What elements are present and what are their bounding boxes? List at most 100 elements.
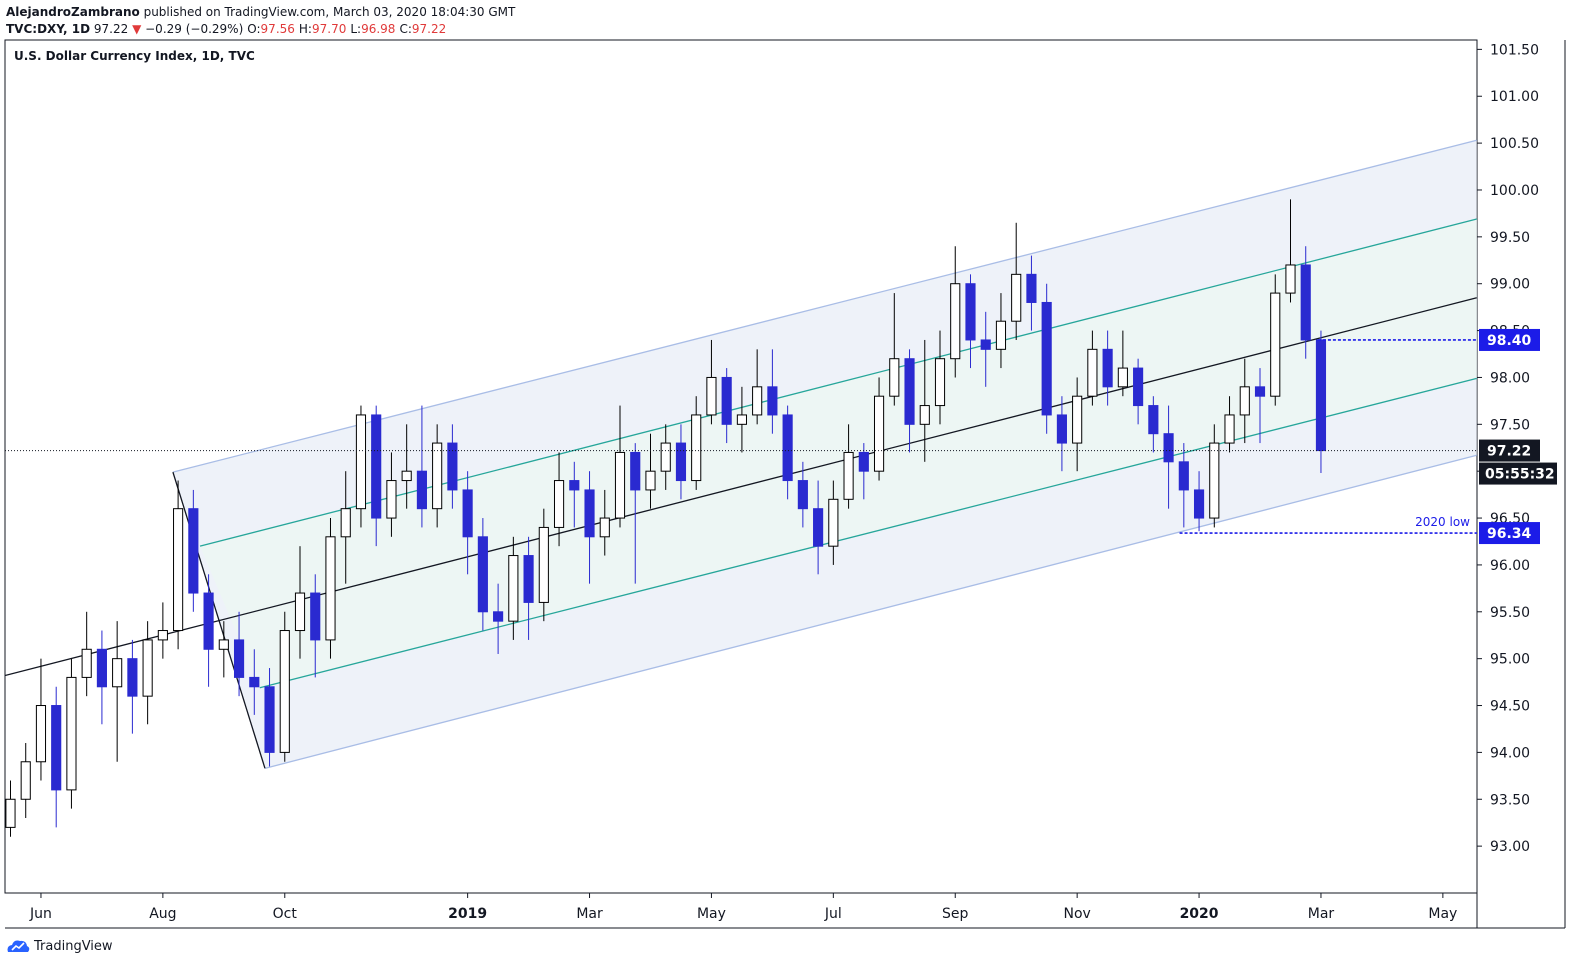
candle-body xyxy=(1087,348,1098,397)
x-tick-label: 2020 xyxy=(1180,906,1219,922)
ohlc-value: 97.22 xyxy=(411,22,447,36)
ohlc: O:97.56 H:97.70 L:96.98 C:97.22 xyxy=(243,22,446,36)
candle-body xyxy=(35,705,47,763)
y-tick-label: 99.50 xyxy=(1490,230,1530,246)
last-price-box xyxy=(1479,439,1540,462)
candle-body xyxy=(630,451,641,491)
candle-body xyxy=(1270,292,1281,397)
level-annotation: 2020 low xyxy=(1415,515,1470,529)
x-tick-label: May xyxy=(1428,906,1457,922)
last: 97.22 xyxy=(93,22,129,36)
ohlc-label: L: xyxy=(350,22,362,36)
header: AlejandroZambrano published on TradingVi… xyxy=(6,4,515,38)
candle-body xyxy=(1102,348,1113,388)
logo xyxy=(7,940,30,952)
level-box xyxy=(1479,522,1540,545)
ohlc-label: O: xyxy=(247,22,261,36)
candle-body xyxy=(767,386,778,416)
trend-line xyxy=(172,471,266,769)
candle-body xyxy=(157,630,168,641)
y-tick-label: 96.00 xyxy=(1490,558,1530,574)
candle-body xyxy=(310,592,321,641)
y-tick-label: 101.50 xyxy=(1490,42,1539,58)
candle-body xyxy=(447,442,458,491)
candle-body xyxy=(249,676,260,688)
candle-body xyxy=(660,442,671,472)
x-tick-label: May xyxy=(697,906,726,922)
candle-body xyxy=(995,320,1007,350)
candle-body xyxy=(1072,395,1083,444)
candle-body xyxy=(538,526,549,603)
trend-line xyxy=(264,454,1477,769)
candle-body xyxy=(1133,367,1144,407)
candle-body xyxy=(355,414,367,510)
ohlc-label: H: xyxy=(298,22,312,36)
ohlc-label: C: xyxy=(399,22,412,36)
candle-body xyxy=(188,508,199,594)
quote-line: TVC:DXY, 1D 97.22 ▼ −0.29 (−0.29%) O:97.5… xyxy=(6,21,515,38)
candle-body xyxy=(752,386,763,416)
symbol: TVC:DXY, 1D xyxy=(6,22,91,36)
candle-body xyxy=(1041,301,1052,416)
candle-body xyxy=(721,376,732,425)
candle-body xyxy=(553,480,565,528)
candle-body xyxy=(493,611,504,622)
candle-body xyxy=(599,517,610,538)
candle-body xyxy=(904,358,915,425)
ohlc-value: 97.56 xyxy=(260,22,295,36)
candle-body xyxy=(691,414,702,482)
x-tick-label: Jul xyxy=(824,906,842,922)
ohlc-value: 96.98 xyxy=(361,22,396,36)
candle-body xyxy=(142,639,153,697)
candle-body xyxy=(873,395,885,472)
candle-body xyxy=(127,658,138,697)
candle-body xyxy=(218,639,229,650)
channel-fill xyxy=(200,219,1477,688)
y-tick-label: 99.00 xyxy=(1490,277,1530,293)
candle-body xyxy=(919,405,930,425)
candle-body xyxy=(1209,442,1220,519)
candle-body xyxy=(1315,339,1327,452)
candle-body xyxy=(462,489,473,538)
x-tick-label: Oct xyxy=(273,906,298,922)
x-tick-label: Jun xyxy=(29,906,52,922)
candle-body xyxy=(386,480,397,519)
author: AlejandroZambrano xyxy=(6,5,140,19)
candle-body xyxy=(782,414,793,482)
axes: 93.0093.5094.0094.5095.0095.5096.0096.50… xyxy=(29,42,1557,922)
last-price-label: 97.22 xyxy=(1487,444,1531,460)
chart-title: U.S. Dollar Currency Index, 1D, TVC xyxy=(14,49,255,63)
candle-body xyxy=(675,442,687,482)
level-label: 96.34 xyxy=(1487,526,1532,542)
candle-body xyxy=(797,480,808,510)
y-tick-label: 93.00 xyxy=(1490,839,1530,855)
candle-body xyxy=(1163,433,1174,463)
candle-body xyxy=(233,639,245,678)
trend-line xyxy=(172,139,1477,473)
candle-body xyxy=(1011,273,1022,322)
candle-body xyxy=(1239,386,1250,416)
candle-body xyxy=(81,648,92,678)
candle-body xyxy=(569,480,580,491)
y-tick-label: 98.00 xyxy=(1490,370,1530,386)
trend-line xyxy=(5,297,1477,677)
candle-body xyxy=(858,451,869,472)
y-tick-label: 100.50 xyxy=(1490,136,1539,152)
candle-body xyxy=(950,283,961,360)
candle-body xyxy=(20,761,31,800)
candle-body xyxy=(432,442,443,510)
y-tick-label: 93.50 xyxy=(1490,792,1530,808)
candle-body xyxy=(614,451,626,519)
y-tick-label: 97.50 xyxy=(1490,417,1530,433)
x-tick-label: Mar xyxy=(576,906,603,922)
candle-body xyxy=(706,376,717,416)
change: −0.29 (−0.29%) xyxy=(145,22,244,36)
ohlc-value: 97.70 xyxy=(311,22,347,36)
candle-body xyxy=(736,414,747,425)
candle-body xyxy=(477,536,488,613)
trend-line xyxy=(199,218,1477,547)
candle-body xyxy=(645,470,656,491)
y-tick-label: 94.50 xyxy=(1490,699,1530,715)
y-tick-label: 94.00 xyxy=(1490,745,1530,761)
y-tick-label: 95.50 xyxy=(1490,605,1530,621)
